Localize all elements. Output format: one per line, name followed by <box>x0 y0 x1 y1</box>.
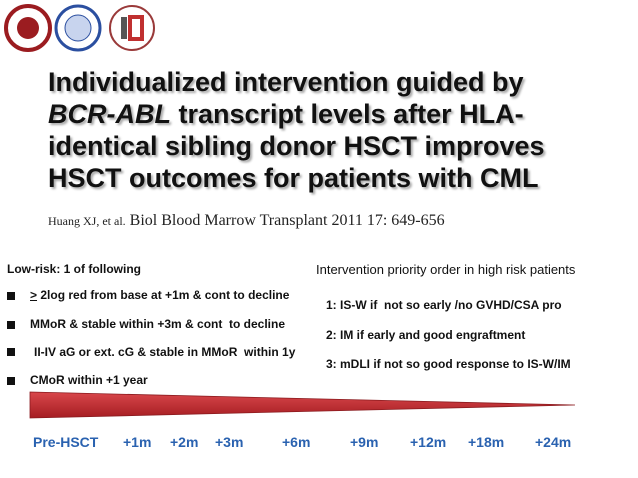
symbol: > <box>30 288 38 302</box>
list-item: MMoR & stable within +3m & cont to decli… <box>30 317 286 331</box>
timeline-label: +24m <box>535 434 572 450</box>
logo <box>128 15 144 41</box>
timeline-label: +6m <box>282 434 311 450</box>
citation: Huang XJ, et al. Biol Blood Marrow Trans… <box>48 212 445 230</box>
list-item: II-IV aG or ext. cG & stable in MMoR wit… <box>34 345 296 359</box>
arrow <box>29 391 576 419</box>
citation-authors: Huang XJ, et al. <box>48 214 126 228</box>
timeline-label: +1m <box>123 434 152 450</box>
timeline-label: +2m <box>170 434 199 450</box>
bullet <box>7 292 15 300</box>
list-item: 1: IS-W if not so early /no GVHD/CSA pro <box>326 298 562 312</box>
bullet <box>7 377 15 385</box>
list-item: CMoR within +1 year <box>30 373 148 387</box>
logos <box>4 4 155 52</box>
title: BCR-ABL transcript levels after HLA- <box>48 98 524 130</box>
title: identical sibling donor HSCT improves <box>48 131 545 161</box>
timeline-label: +9m <box>350 434 379 450</box>
logo <box>64 14 92 42</box>
low-risk-heading: Low-risk: 1 of following <box>7 262 141 276</box>
bullet <box>7 321 15 329</box>
title: Individualized intervention guided by <box>48 67 524 97</box>
high-risk-heading: Intervention priority order in high risk… <box>316 262 576 277</box>
timeline-label: Pre-HSCT <box>33 434 99 450</box>
timeline-label: +18m <box>468 434 505 450</box>
list-item: 3: mDLI if not so good response to IS-W/… <box>326 357 571 371</box>
list-item: > 2log red from base at +1m & cont to de… <box>30 288 289 302</box>
timeline-arrow <box>29 391 576 419</box>
title: transcript levels after HLA- <box>170 99 524 129</box>
list-item: 2: IM if early and good engraftment <box>326 328 526 342</box>
citation-journal: Biol Blood Marrow Transplant 2011 17: 64… <box>129 212 445 229</box>
title-italic: BCR-ABL <box>48 99 171 129</box>
text: 2log red from base at +1m & cont to decl… <box>40 288 290 302</box>
logo <box>17 17 39 39</box>
bullet <box>7 348 15 356</box>
timeline-label: +12m <box>410 434 447 450</box>
logo <box>121 17 127 39</box>
title: HSCT outcomes for patients with CML <box>48 163 539 193</box>
timeline-label: +3m <box>215 434 244 450</box>
